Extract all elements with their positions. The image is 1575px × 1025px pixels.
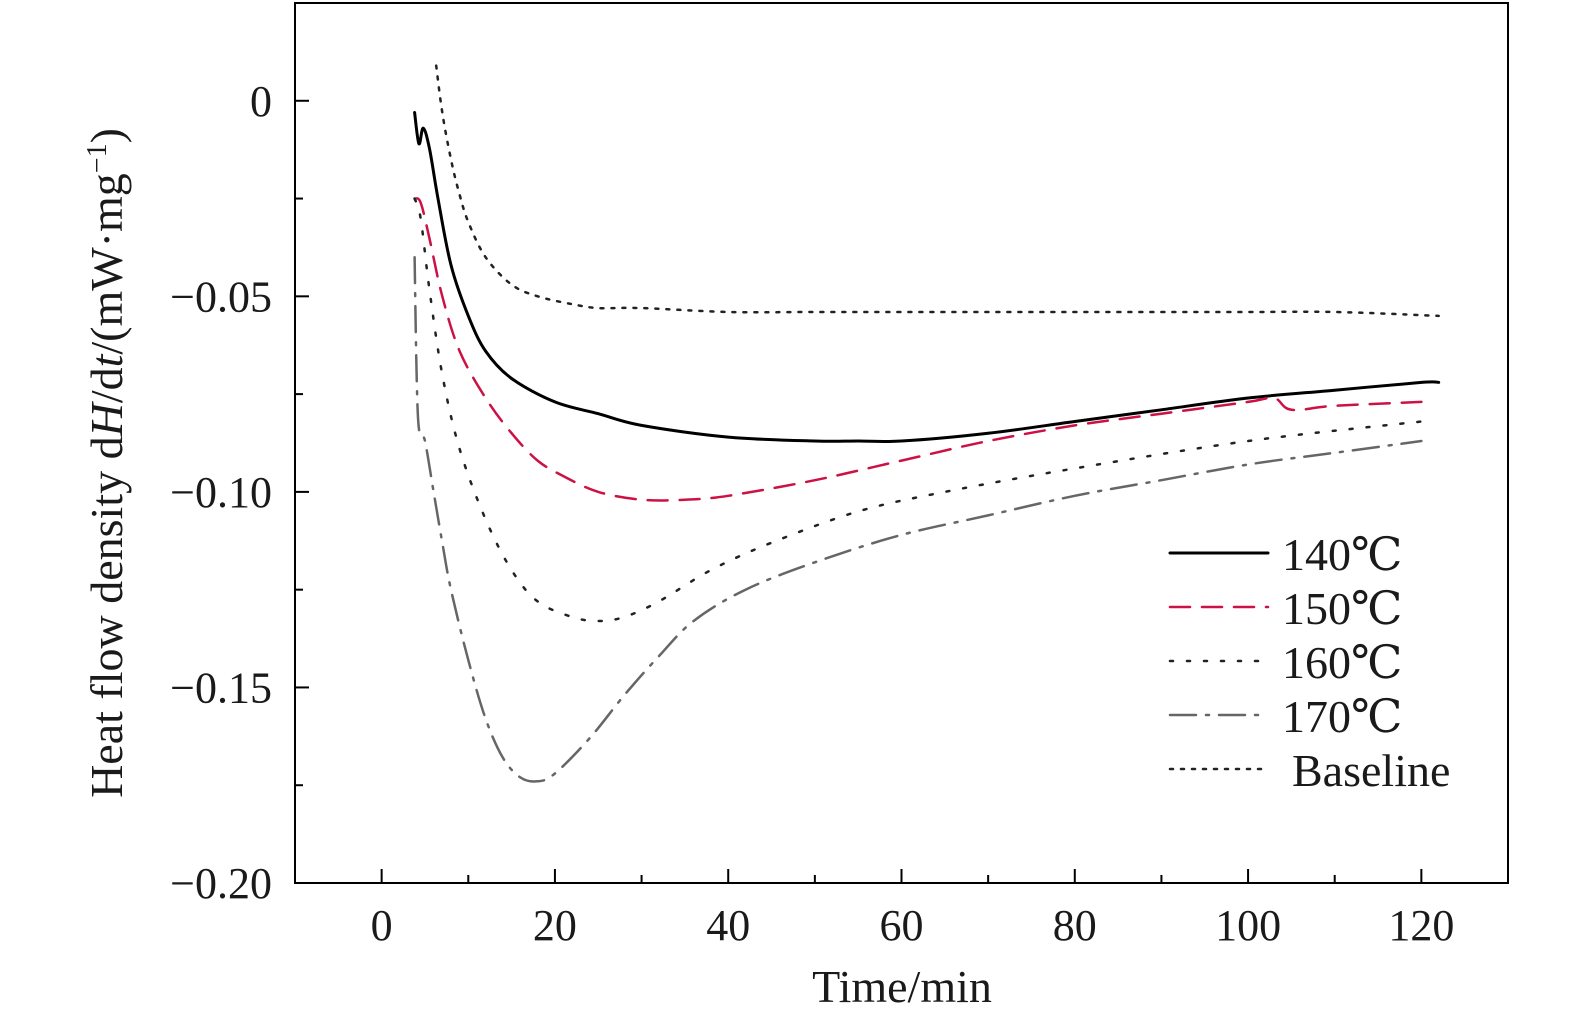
x-tick-label: 100 — [1215, 901, 1281, 950]
x-axis-ticks: 0 20 40 60 80 100 120 — [294, 869, 1509, 950]
legend-label: 150℃ — [1282, 583, 1402, 634]
series-line-0 — [413, 111, 1441, 444]
y-axis-title-prefix: Heat flow density d — [81, 436, 132, 798]
y-axis-title-mid: /d — [81, 367, 132, 403]
x-tick-label: 120 — [1388, 901, 1454, 950]
y-axis-title-h: H — [81, 400, 132, 437]
y-tick-label: 0 — [250, 77, 272, 126]
legend-label: 170℃ — [1282, 691, 1402, 742]
x-tick-label: 20 — [533, 901, 577, 950]
x-tick-label: 80 — [1053, 901, 1097, 950]
legend-label: 160℃ — [1282, 637, 1402, 688]
x-tick-label: 60 — [880, 901, 924, 950]
x-tick-label: 0 — [371, 901, 393, 950]
x-axis-title: Time/min — [812, 961, 992, 1012]
y-axis-ticks: 0 −0.05 −0.10 −0.15 −0.20 — [170, 2, 309, 908]
y-axis-title-t: t — [81, 353, 132, 367]
y-tick-label: −0.20 — [170, 859, 272, 908]
y-axis-title: Heat flow density dH/dt/(mW·mg−1) — [81, 128, 132, 798]
x-tick-label: 40 — [706, 901, 750, 950]
series-layer — [413, 64, 1441, 783]
series-line-2 — [413, 197, 1423, 623]
y-axis-title-close: ) — [81, 128, 132, 143]
legend-label: Baseline — [1292, 745, 1450, 796]
series-line-4 — [434, 64, 1440, 318]
y-tick-label: −0.10 — [170, 468, 272, 517]
legend-label: 140℃ — [1282, 529, 1402, 580]
series-line-1 — [413, 197, 1423, 502]
y-axis-title-unit: /(mW·mg — [81, 173, 132, 354]
y-tick-label: −0.15 — [170, 663, 272, 712]
series-line-3 — [413, 255, 1423, 783]
y-axis-title-sup: −1 — [82, 143, 113, 173]
y-tick-label: −0.05 — [170, 272, 272, 321]
